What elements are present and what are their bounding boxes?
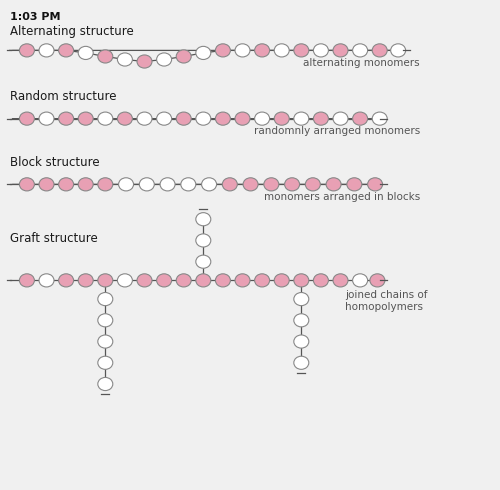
Circle shape — [196, 255, 211, 268]
Circle shape — [390, 44, 406, 57]
Text: Graft structure: Graft structure — [10, 232, 98, 245]
Circle shape — [294, 293, 309, 306]
Circle shape — [39, 274, 54, 287]
Circle shape — [58, 178, 74, 191]
Circle shape — [314, 44, 328, 57]
Circle shape — [58, 274, 74, 287]
Circle shape — [39, 44, 54, 57]
Circle shape — [254, 274, 270, 287]
Circle shape — [347, 178, 362, 191]
Circle shape — [20, 274, 34, 287]
Circle shape — [118, 274, 132, 287]
Circle shape — [78, 112, 93, 125]
Circle shape — [372, 112, 387, 125]
Circle shape — [274, 274, 289, 287]
Circle shape — [368, 178, 382, 191]
Circle shape — [98, 314, 113, 327]
Circle shape — [156, 274, 172, 287]
Circle shape — [274, 44, 289, 57]
Circle shape — [372, 44, 387, 57]
Circle shape — [352, 274, 368, 287]
Circle shape — [254, 112, 270, 125]
Text: monomers arranged in blocks: monomers arranged in blocks — [264, 192, 420, 202]
Circle shape — [98, 178, 113, 191]
Circle shape — [216, 112, 230, 125]
Circle shape — [216, 44, 230, 57]
Circle shape — [294, 356, 309, 369]
Circle shape — [78, 47, 93, 59]
Circle shape — [333, 274, 348, 287]
Text: 1:03 PM: 1:03 PM — [10, 12, 60, 23]
Circle shape — [235, 44, 250, 57]
Circle shape — [314, 274, 328, 287]
Circle shape — [294, 314, 309, 327]
Circle shape — [196, 234, 211, 247]
Circle shape — [235, 274, 250, 287]
Circle shape — [326, 178, 341, 191]
Circle shape — [39, 178, 54, 191]
Circle shape — [137, 274, 152, 287]
Text: randomnly arranged monomers: randomnly arranged monomers — [254, 126, 420, 136]
Circle shape — [137, 112, 152, 125]
Circle shape — [294, 112, 309, 125]
Circle shape — [196, 47, 211, 59]
Circle shape — [176, 274, 191, 287]
Circle shape — [98, 274, 113, 287]
Circle shape — [39, 112, 54, 125]
Circle shape — [156, 53, 172, 66]
Circle shape — [333, 112, 348, 125]
Circle shape — [202, 178, 216, 191]
Text: Random structure: Random structure — [10, 91, 116, 103]
Text: Alternating structure: Alternating structure — [10, 25, 134, 38]
Circle shape — [160, 178, 175, 191]
Circle shape — [58, 44, 74, 57]
Text: alternating monomers: alternating monomers — [304, 58, 420, 68]
Circle shape — [20, 178, 34, 191]
Circle shape — [156, 112, 172, 125]
Circle shape — [235, 112, 250, 125]
Circle shape — [306, 178, 320, 191]
Circle shape — [176, 50, 191, 63]
Circle shape — [196, 213, 211, 226]
Circle shape — [254, 44, 270, 57]
Circle shape — [98, 112, 113, 125]
Circle shape — [352, 44, 368, 57]
Circle shape — [98, 50, 113, 63]
Circle shape — [20, 112, 34, 125]
Circle shape — [118, 178, 134, 191]
Circle shape — [98, 377, 113, 391]
Circle shape — [352, 112, 368, 125]
Circle shape — [118, 53, 132, 66]
Circle shape — [284, 178, 300, 191]
Circle shape — [314, 112, 328, 125]
Circle shape — [181, 178, 196, 191]
Circle shape — [264, 178, 279, 191]
Circle shape — [98, 335, 113, 348]
Circle shape — [78, 274, 93, 287]
Circle shape — [98, 356, 113, 369]
Circle shape — [140, 178, 154, 191]
Circle shape — [294, 44, 309, 57]
Circle shape — [176, 112, 191, 125]
Circle shape — [274, 112, 289, 125]
Circle shape — [333, 44, 348, 57]
Circle shape — [98, 293, 113, 306]
Circle shape — [58, 112, 74, 125]
Circle shape — [20, 44, 34, 57]
Circle shape — [370, 274, 385, 287]
Circle shape — [294, 335, 309, 348]
Circle shape — [78, 178, 93, 191]
Circle shape — [294, 274, 309, 287]
Circle shape — [196, 274, 211, 287]
Circle shape — [118, 112, 132, 125]
Circle shape — [216, 274, 230, 287]
Text: joined chains of
homopolymers: joined chains of homopolymers — [345, 291, 428, 312]
Circle shape — [137, 55, 152, 68]
Circle shape — [196, 112, 211, 125]
Circle shape — [243, 178, 258, 191]
Circle shape — [222, 178, 238, 191]
Text: Block structure: Block structure — [10, 156, 99, 169]
